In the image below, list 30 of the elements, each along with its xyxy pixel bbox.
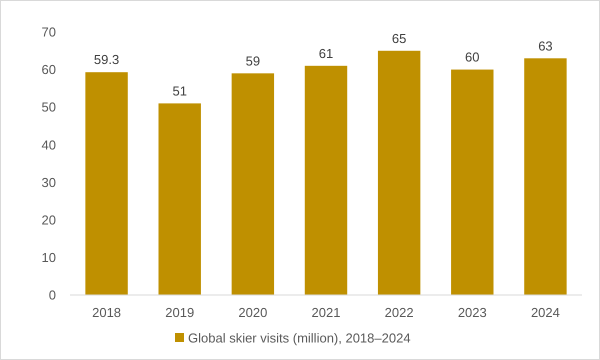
x-tick-label: 2024: [530, 305, 560, 320]
legend-label: Global skier visits (million), 2018–2024: [188, 330, 411, 346]
y-tick-label: 20: [42, 212, 56, 228]
y-tick-label: 70: [42, 24, 56, 40]
bar: [85, 72, 128, 295]
bar: [451, 70, 494, 295]
x-tick-label: 2019: [165, 305, 194, 320]
x-tick-label: 2021: [312, 305, 340, 320]
data-label: 51: [172, 83, 187, 98]
y-tick-label: 0: [48, 288, 56, 303]
bar: [304, 66, 348, 295]
bar: [524, 58, 567, 295]
x-tick-label: 2020: [238, 305, 268, 320]
data-label: 59: [246, 53, 260, 68]
y-tick-label: 60: [42, 62, 56, 78]
y-tick-label: 30: [42, 174, 56, 190]
data-label: 63: [538, 38, 553, 54]
data-label: 61: [318, 46, 334, 61]
data-label: 65: [392, 30, 406, 46]
x-tick-label: 2023: [458, 305, 487, 320]
x-tick-label: 2018: [92, 305, 122, 320]
bar: [158, 103, 201, 295]
data-label: 60: [465, 50, 480, 65]
y-tick-label: 10: [42, 250, 56, 265]
bar: [232, 73, 274, 295]
y-tick-label: 40: [42, 137, 56, 152]
x-tick-label: 2022: [384, 305, 414, 320]
y-tick-label: 50: [42, 100, 56, 115]
bar: [378, 50, 420, 295]
data-label: 59.3: [94, 52, 120, 68]
